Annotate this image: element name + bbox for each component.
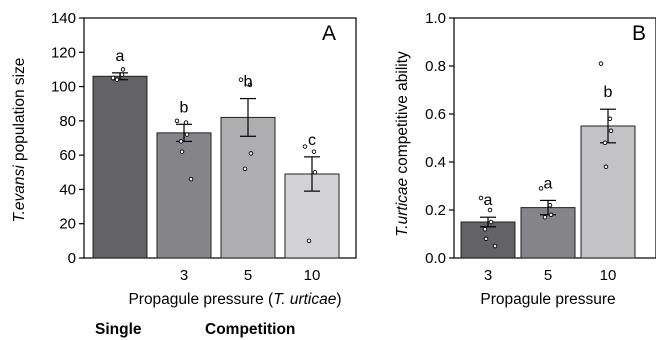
panel-a-data-point	[174, 118, 180, 124]
panel-b-data-point	[482, 226, 488, 232]
panel-a-significance-letter: b	[244, 74, 253, 91]
panel-b-data-point	[607, 116, 613, 122]
panel-a-data-point	[119, 72, 125, 77]
panel-a-data-point	[179, 149, 185, 154]
panel-a-data-point	[120, 67, 126, 72]
group-label-competition: Competition	[205, 321, 295, 338]
panel-b-y-tick-label: 1.0	[425, 10, 446, 27]
panel-b-data-point	[492, 243, 498, 249]
panel-a-data-point	[247, 82, 253, 88]
panel-b-significance-letter: a	[544, 175, 553, 192]
panel-b-y-tick-label: 0.6	[425, 106, 446, 123]
panel-a-x-axis-label: Propagule pressure (T. urticae)	[128, 291, 341, 308]
panel-b-data-point	[478, 195, 484, 201]
panel-a-y-tick-label: 20	[59, 216, 76, 233]
panel-b-data-point	[487, 207, 493, 213]
panel-a-y-tick-label: 0	[68, 250, 76, 267]
panel-a-significance-letter: a	[116, 48, 125, 65]
panel-a-data-point	[178, 139, 184, 144]
panel-a-y-tick-label: 120	[51, 44, 76, 61]
panel-b-y-tick-label: 0.4	[425, 154, 446, 171]
group-label-single: Single	[95, 321, 142, 338]
panel-a-y-tick-label: 40	[59, 181, 76, 198]
panel-b-data-point	[548, 212, 554, 218]
panel-b-significance-letter: a	[484, 192, 493, 209]
panel-b-x-tick-label: 10	[600, 267, 617, 284]
panel-b-data-point	[602, 140, 608, 146]
panel-a-y-tick-label: 140	[51, 10, 76, 27]
panel-b-significance-letter: b	[604, 84, 613, 101]
panel-b-bar	[580, 125, 636, 259]
panel-b-label: B	[632, 22, 646, 45]
panel-b-data-point	[608, 128, 614, 134]
panel-b-bar	[520, 207, 576, 259]
panel-a-bar	[156, 132, 212, 259]
panel-a-data-point	[188, 176, 194, 182]
panel-b-x-axis-label: Propagule pressure	[480, 291, 615, 308]
panel-b-data-point	[547, 202, 553, 208]
panel-a-data-point	[242, 166, 248, 172]
panel-a-data-point	[302, 144, 308, 149]
panel-a-y-tick-label: 80	[59, 113, 76, 130]
panel-a-significance-letter: b	[180, 99, 189, 116]
panel-b-data-point	[542, 214, 548, 220]
panel-a-y-tick-label: 100	[51, 79, 76, 96]
panel-a-data-point	[110, 75, 116, 81]
panel-a-data-point	[248, 151, 254, 156]
panel-a-x-tick-label: 10	[304, 267, 321, 284]
panel-a-y-axis-label: T.evansi population size	[11, 58, 28, 223]
panel-a-x-tick-label: 5	[244, 267, 252, 284]
panel-a-data-point	[306, 238, 312, 244]
panel-b-y-tick-label: 0.0	[425, 250, 446, 267]
panel-a-data-point	[184, 132, 190, 137]
panel-a-data-point	[311, 149, 317, 154]
panel-b-y-tick-label: 0.8	[425, 58, 446, 75]
panel-b-data-point	[483, 236, 489, 242]
panel-a-label: A	[322, 22, 336, 45]
panel-a-data-point	[312, 170, 318, 175]
panel-b-y-tick-label: 0.2	[425, 202, 446, 219]
panel-a-y-tick-label: 60	[59, 147, 76, 164]
panel-b-x-tick-label: 5	[544, 267, 552, 284]
panel-b-x-tick-label: 3	[484, 267, 492, 284]
panel-b-data-point	[488, 219, 494, 225]
panel-a-x-tick-label: 3	[180, 267, 188, 284]
panel-b-data-point	[603, 164, 609, 170]
panel-a-bar	[220, 116, 276, 259]
panel-a-significance-letter: c	[308, 132, 316, 149]
panel-b-y-axis-label: T.urticae competitive ability	[394, 51, 411, 237]
panel-b-bar	[460, 221, 516, 259]
panel-a-data-point	[238, 77, 244, 82]
panel-a-plot-frame	[83, 17, 357, 259]
panel-a-data-point	[114, 77, 120, 82]
panel-a-data-point	[183, 120, 189, 125]
panel-b-data-point	[598, 61, 604, 66]
panel-a-bar	[92, 75, 148, 259]
panel-b-data-point	[538, 186, 544, 191]
